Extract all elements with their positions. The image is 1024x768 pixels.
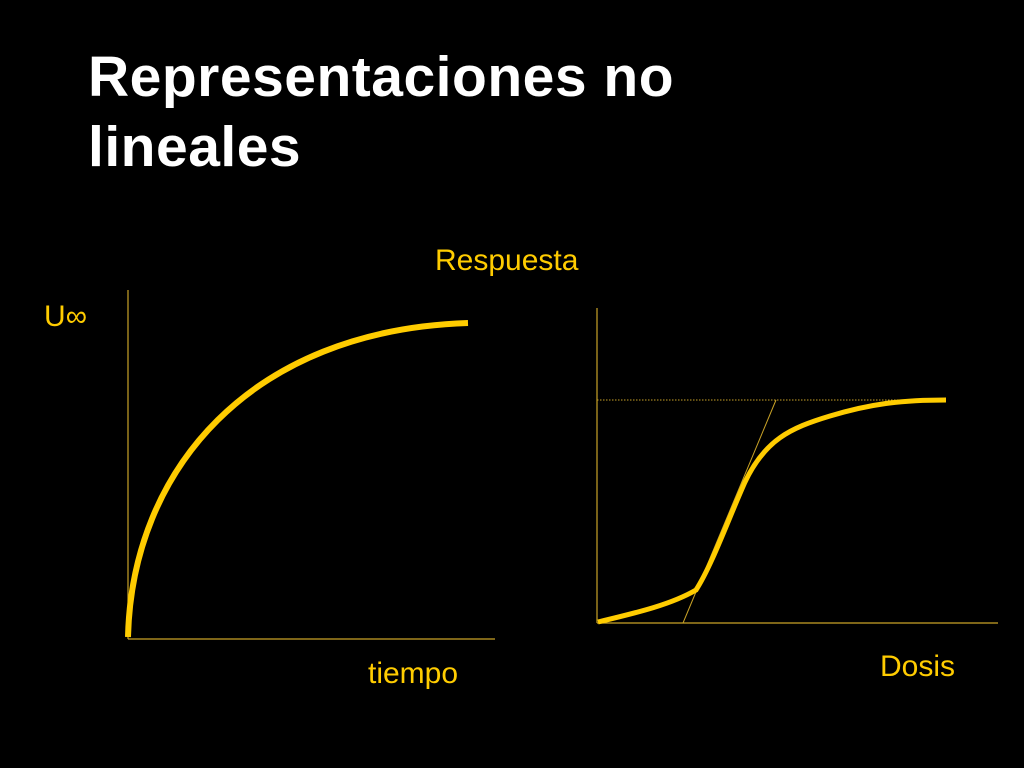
sigmoid-curve xyxy=(597,397,947,625)
saturation-curve xyxy=(125,320,469,638)
x-label: tiempo xyxy=(368,657,459,690)
x-label: Dosis xyxy=(880,650,956,683)
y-label: Respuesta xyxy=(435,244,579,277)
slide-title: Representaciones no lineales xyxy=(88,45,675,179)
y-label: U∞ xyxy=(44,300,88,333)
